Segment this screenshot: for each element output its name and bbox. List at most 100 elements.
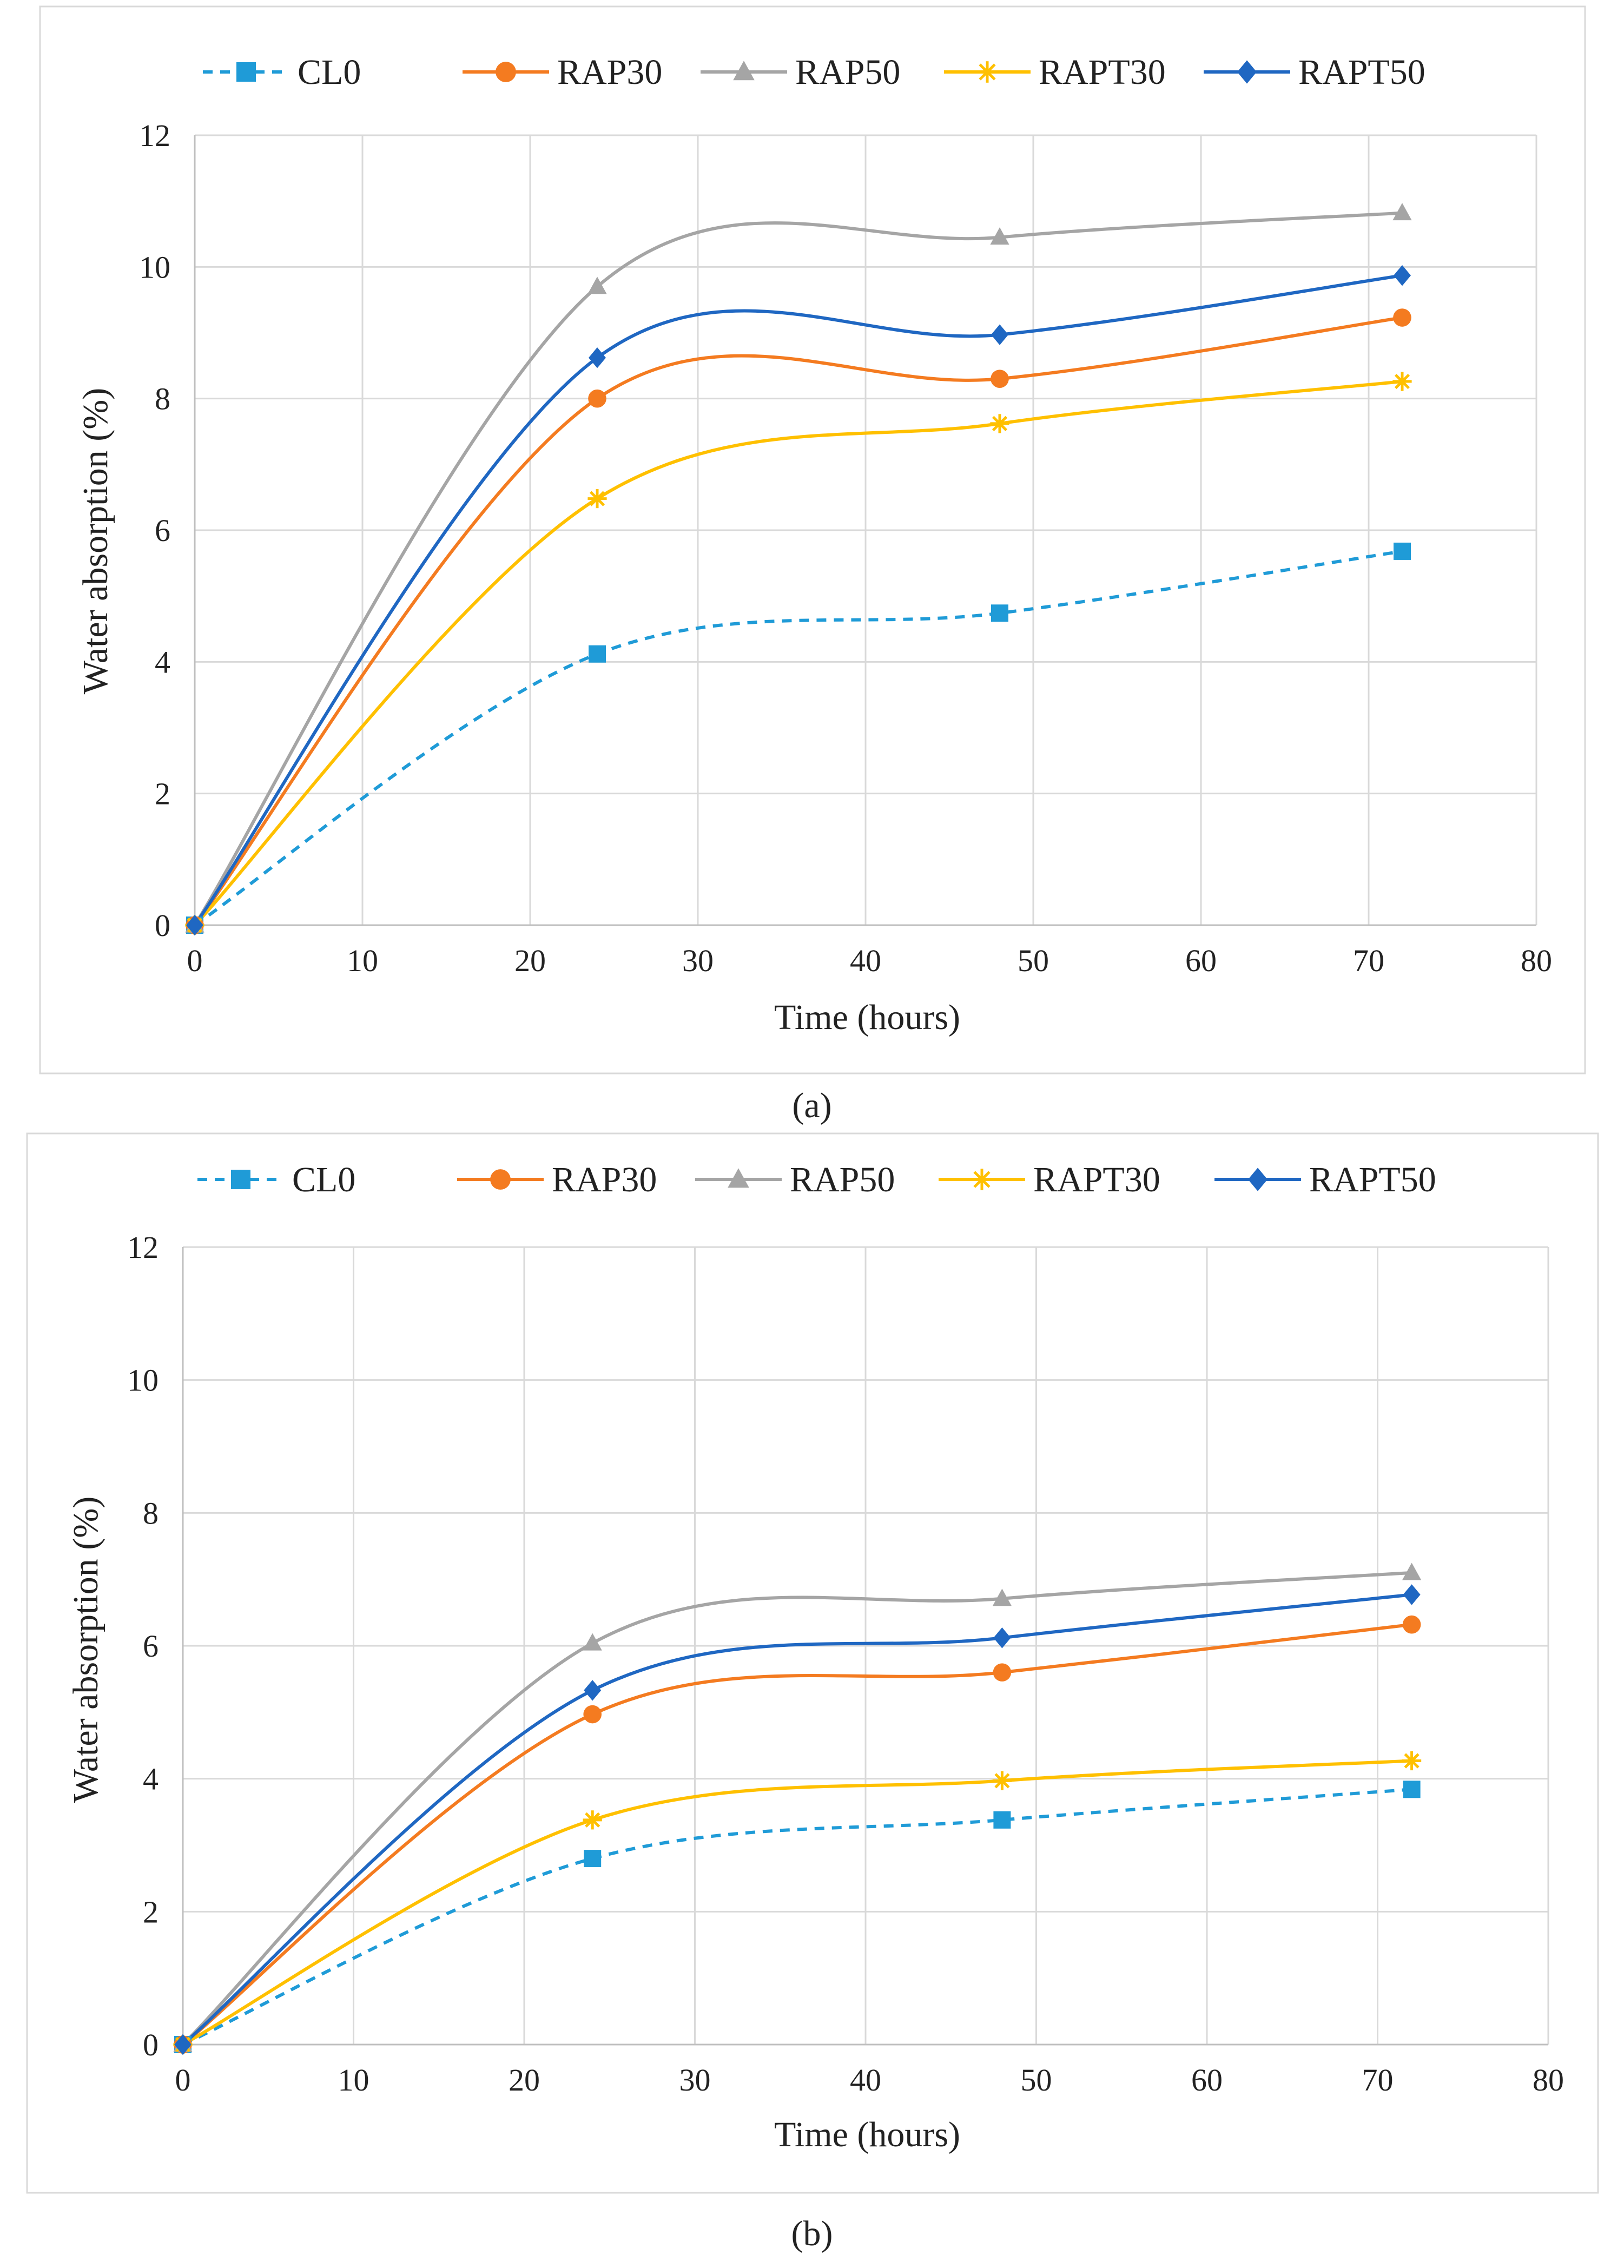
panel-caption-b: (b) [791, 2214, 833, 2253]
y-tick-label: 12 [139, 118, 170, 153]
series-line-cl0 [182, 1788, 1412, 2046]
legend-item-rapt30: RAPT30 [944, 52, 1166, 92]
data-point-rap50 [990, 227, 1009, 245]
chart-frame [39, 5, 1586, 1074]
data-point-rap30 [1393, 308, 1411, 327]
data-point-rapt50 [1394, 265, 1411, 286]
legend-label: RAP50 [795, 52, 900, 92]
x-axis-label: Time (hours) [774, 2115, 960, 2154]
data-point-rapt30 [587, 489, 607, 509]
y-tick-label: 8 [143, 1495, 159, 1531]
data-point-rapt30 [583, 1810, 602, 1830]
series-markers [173, 1562, 1422, 2055]
legend-marker [1237, 60, 1257, 84]
series-lines [181, 1571, 1412, 2046]
data-point-rap30 [1402, 1615, 1421, 1634]
data-point-rap30 [583, 1705, 602, 1724]
series-line-rap50 [181, 1571, 1412, 2046]
x-tick-label: 70 [1353, 943, 1384, 978]
data-point-rap50 [1402, 1562, 1422, 1580]
legend-marker [1248, 1168, 1267, 1191]
legend-marker [490, 1169, 511, 1190]
legend-marker [231, 1170, 250, 1189]
data-point-rapt50 [589, 347, 606, 368]
legend-item-rap30: RAP30 [457, 1160, 657, 1199]
y-tick-label: 6 [155, 513, 170, 548]
legend-marker [733, 61, 755, 81]
panel-caption-a: (a) [792, 1086, 831, 1125]
x-tick-label: 50 [1021, 2062, 1052, 2098]
legend-label: RAPT50 [1309, 1160, 1436, 1199]
legend-marker [728, 1168, 749, 1188]
x-tick-label: 10 [338, 2062, 369, 2098]
data-point-rapt30 [1392, 372, 1412, 391]
data-point-rapt50 [1403, 1584, 1421, 1605]
x-tick-label: 10 [347, 943, 378, 978]
data-point-rap30 [588, 389, 606, 408]
data-point-rapt50 [991, 324, 1008, 345]
x-tick-label: 70 [1362, 2062, 1394, 2098]
x-tick-label: 40 [850, 2062, 881, 2098]
legend-marker [971, 1169, 993, 1190]
x-tick-label: 60 [1185, 943, 1217, 978]
legend-item-cl0: CL0 [197, 1160, 355, 1199]
data-point-cl0 [1394, 542, 1411, 560]
x-tick-label: 0 [187, 943, 203, 978]
x-tick-label: 80 [1533, 2062, 1564, 2098]
legend-marker [976, 61, 998, 83]
legend-item-rapt50: RAPT50 [1204, 52, 1425, 92]
data-point-cl0 [991, 604, 1008, 622]
data-point-rapt50 [993, 1627, 1011, 1649]
y-tick-label: 12 [127, 1230, 159, 1265]
legend-label: CL0 [292, 1160, 355, 1199]
x-tick-label: 30 [679, 2062, 711, 2098]
axes: 0 2 4 6 8 10 12 0 10 20 30 40 50 60 70 80 [127, 1230, 1564, 2098]
legend-label: RAP50 [790, 1160, 895, 1199]
y-tick-label: 2 [155, 776, 170, 812]
data-point-rapt30 [990, 414, 1009, 433]
data-point-rap30 [991, 370, 1009, 388]
legend-label: RAPT30 [1039, 52, 1166, 92]
legend-label: RAPT30 [1033, 1160, 1160, 1199]
data-point-rap30 [993, 1663, 1012, 1682]
legend-marker [496, 62, 516, 82]
x-tick-label: 60 [1191, 2062, 1223, 2098]
series-line-rap30 [182, 1623, 1412, 2046]
data-point-cl0 [993, 1811, 1011, 1829]
y-axis-label: Water absorption (%) [66, 1496, 105, 1803]
data-point-rapt30 [992, 1771, 1012, 1790]
y-tick-label: 6 [143, 1629, 159, 1664]
legend-label: RAPT50 [1298, 52, 1425, 92]
legend: CL0 RAP30 RAP50 RAPT30 RAPT50 [203, 52, 1425, 92]
legend-item-rap50: RAP50 [695, 1160, 895, 1199]
series-line-rap50 [193, 211, 1403, 926]
legend-label: RAP30 [557, 52, 662, 92]
series-line-rap30 [193, 316, 1403, 926]
series-line-cl0 [194, 549, 1403, 927]
series-line-rapt30 [193, 380, 1403, 927]
y-tick-label: 4 [143, 1762, 159, 1797]
y-tick-label: 10 [139, 249, 170, 285]
chart-panel-b: CL0 RAP30 RAP50 RAPT30 RAPT50 0 2 4 6 8 10 12 0 10 20… [26, 1132, 1599, 2194]
x-tick-label: 20 [514, 943, 546, 978]
y-tick-label: 0 [155, 908, 170, 943]
legend-item-rap50: RAP50 [701, 52, 900, 92]
x-tick-label: 50 [1018, 943, 1049, 978]
data-point-rap50 [992, 1588, 1012, 1606]
data-point-rapt50 [186, 914, 203, 936]
x-tick-label: 40 [850, 943, 881, 978]
legend-marker [236, 62, 256, 82]
data-point-rap50 [1392, 203, 1412, 221]
axes: 0 2 4 6 8 10 12 0 10 20 30 40 50 60 70 80 [139, 118, 1552, 978]
y-axis-label: Water absorption (%) [76, 388, 115, 694]
data-point-rapt30 [1402, 1751, 1422, 1771]
y-tick-label: 8 [155, 381, 170, 417]
series-lines [193, 211, 1403, 927]
chart-panel-a: CL0 RAP30 RAP50 RAPT30 RAPT50 0 2 4 6 8 10 12 0 10 20… [39, 5, 1586, 1074]
x-tick-label: 0 [175, 2062, 191, 2098]
legend-item-cl0: CL0 [203, 52, 361, 92]
y-tick-label: 2 [143, 1894, 159, 1929]
legend-item-rapt30: RAPT30 [939, 1160, 1160, 1199]
x-tick-label: 80 [1521, 943, 1552, 978]
